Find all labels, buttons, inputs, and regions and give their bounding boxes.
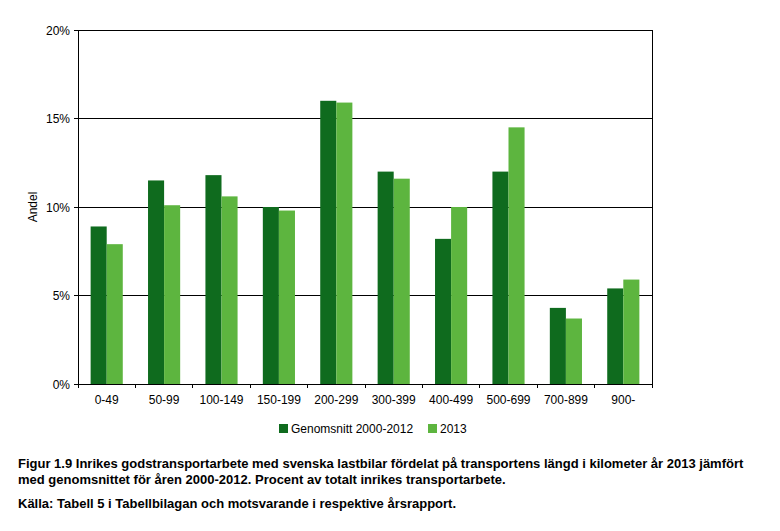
x-tick-label: 300-399: [372, 393, 416, 407]
x-tick-label: 500-699: [486, 393, 530, 407]
legend-label: 2013: [440, 422, 467, 436]
x-tick-label: 900-: [611, 393, 635, 407]
bar: [205, 175, 221, 384]
y-tick-label: 5%: [53, 289, 71, 303]
bar: [492, 172, 508, 384]
bar: [148, 180, 164, 384]
bar: [263, 207, 279, 384]
chart: 0% 5% 10% 15% 20% 0-49 50-99 100-149 150-199 200-…: [0, 0, 780, 531]
bar: [378, 172, 394, 384]
x-tick-label: 50-99: [149, 393, 180, 407]
y-tick-label: 20%: [46, 24, 70, 38]
x-axis-tick: [250, 384, 251, 388]
bar: [394, 179, 410, 384]
y-tick-label: 10%: [46, 201, 70, 215]
y-tick: [74, 295, 78, 296]
legend-label: Genomsnitt 2000-2012: [291, 422, 413, 436]
bar: [550, 308, 566, 384]
x-tick-label: 0-49: [95, 393, 119, 407]
figure-caption: Figur 1.9 Inrikes godstransportarbete me…: [18, 456, 773, 488]
y-axis-label: Andel: [26, 192, 40, 223]
bars: [91, 101, 640, 384]
x-axis-tick: [135, 384, 136, 388]
legend-swatch: [279, 424, 288, 433]
grid-line: [78, 118, 652, 119]
x-tick-label: 200-299: [314, 393, 358, 407]
x-tick-label: 700-899: [544, 393, 588, 407]
bar: [607, 288, 623, 384]
x-axis-tick: [594, 384, 595, 388]
source-note: Källa: Tabell 5 i Tabellbilagan och mots…: [18, 496, 773, 512]
bar: [91, 226, 107, 384]
x-tick-label: 100-149: [199, 393, 243, 407]
y-tick: [74, 30, 78, 31]
bar: [107, 244, 123, 384]
bar: [509, 127, 525, 384]
bar: [164, 205, 180, 384]
bar: [451, 207, 467, 384]
bar: [320, 101, 336, 384]
y-tick: [74, 207, 78, 208]
x-axis-tick: [422, 384, 423, 388]
y-tick-label: 0%: [53, 378, 71, 392]
bar: [435, 239, 451, 384]
x-axis-tick: [78, 384, 79, 388]
bar: [336, 103, 352, 384]
bar: [279, 211, 295, 384]
x-axis-tick: [307, 384, 308, 388]
x-axis-tick: [652, 384, 653, 388]
x-axis-tick: [192, 384, 193, 388]
bar: [623, 280, 639, 384]
plot-frame: [78, 30, 652, 384]
y-tick: [74, 384, 78, 385]
bar: [222, 196, 238, 384]
y-tick: [74, 118, 78, 119]
x-tick-label: 150-199: [257, 393, 301, 407]
legend-swatch: [428, 424, 437, 433]
y-tick-label: 15%: [46, 112, 70, 126]
x-axis-tick: [365, 384, 366, 388]
bar: [566, 319, 582, 384]
x-axis-tick: [479, 384, 480, 388]
x-tick-label: 400-499: [429, 393, 473, 407]
x-axis-tick: [537, 384, 538, 388]
